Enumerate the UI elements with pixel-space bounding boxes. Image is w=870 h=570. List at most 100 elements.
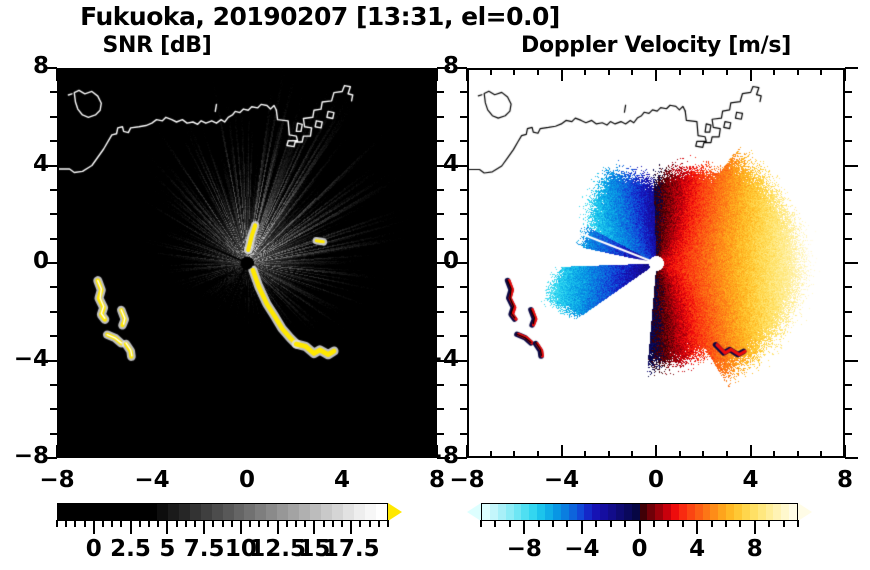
- colorbar-tick-label: 17.5: [322, 536, 380, 562]
- y-tick: [437, 115, 444, 118]
- y-tick: [845, 115, 852, 118]
- colorbar-tick: [350, 520, 353, 534]
- x-tick: [607, 451, 610, 458]
- colorbar-tick: [193, 520, 196, 527]
- y-tick: [50, 335, 57, 338]
- x-tick: [436, 445, 438, 458]
- y-tick: [845, 310, 852, 313]
- x-tick: [56, 445, 58, 458]
- colorbar-arrow-high: [798, 503, 812, 521]
- colorbar-tick: [508, 520, 511, 527]
- colorbar-segment: [639, 504, 648, 520]
- x-tick: [844, 68, 846, 81]
- x-tick: [246, 68, 248, 81]
- colorbar-tick: [212, 520, 215, 527]
- y-tick: [50, 310, 57, 313]
- colorbar-tick-label: 10: [224, 536, 257, 562]
- x-tick: [341, 445, 343, 458]
- colorbar-tick: [341, 520, 344, 527]
- colorbar-segment: [773, 504, 782, 520]
- x-tick: [820, 451, 823, 458]
- colorbar-tick-label: 0: [85, 536, 102, 562]
- snr-plot-panel[interactable]: [57, 68, 437, 458]
- colorbar-segment: [576, 504, 585, 520]
- colorbar-tick: [56, 520, 58, 527]
- x-tick: [388, 451, 391, 458]
- colorbar-segment: [310, 504, 322, 520]
- y-tick: [460, 432, 467, 435]
- x-tick: [364, 451, 367, 458]
- x-axis-label: −8: [39, 467, 75, 493]
- x-tick: [269, 68, 272, 75]
- colorbar-tick: [724, 520, 727, 527]
- colorbar-segment: [90, 504, 102, 520]
- x-tick: [678, 68, 681, 75]
- velocity-plot-panel[interactable]: [467, 68, 845, 458]
- colorbar-segment: [489, 504, 498, 520]
- x-tick: [269, 451, 272, 458]
- y-tick: [460, 91, 467, 94]
- y-tick: [50, 91, 57, 94]
- colorbar-tick: [267, 520, 270, 527]
- x-tick: [364, 68, 367, 75]
- colorbar-tick-label: 15: [298, 536, 331, 562]
- colorbar-segment: [678, 504, 687, 520]
- colorbar-tick-label: 8: [746, 536, 763, 562]
- colorbar-segment: [112, 504, 124, 520]
- colorbar-tick: [138, 520, 141, 527]
- x-tick: [655, 68, 657, 81]
- x-tick: [584, 451, 587, 458]
- colorbar-tick: [359, 520, 362, 527]
- x-tick: [725, 68, 728, 75]
- colorbar-segment: [288, 504, 300, 520]
- colorbar-tick: [552, 520, 555, 527]
- colorbar-segment: [189, 504, 201, 520]
- x-tick: [773, 451, 776, 458]
- colorbar-segment: [710, 504, 719, 520]
- velocity-colorbar[interactable]: −8 −4 0 4 8: [467, 503, 812, 562]
- y-tick: [845, 237, 852, 240]
- x-tick: [151, 445, 153, 458]
- colorbar-segment: [718, 504, 727, 520]
- colorbar-tick-label: −4: [564, 536, 600, 562]
- colorbar-segment: [529, 504, 538, 520]
- x-tick: [489, 68, 492, 75]
- y-tick: [437, 164, 450, 167]
- snr-colorbar[interactable]: 0 2.5 5 7.5 10 12.5 15 17.5: [56, 503, 402, 562]
- y-tick: [460, 188, 467, 191]
- y-tick: [50, 383, 57, 386]
- y-tick: [437, 335, 444, 338]
- colorbar-gradient: [57, 503, 388, 521]
- colorbar-tick: [147, 520, 150, 527]
- x-tick: [79, 68, 82, 75]
- y-tick: [845, 286, 852, 289]
- y-tick: [50, 188, 57, 191]
- y-tick: [50, 408, 57, 411]
- y-tick: [460, 310, 467, 313]
- colorbar-tick: [285, 520, 288, 527]
- y-tick: [437, 359, 450, 362]
- colorbar-segment: [497, 504, 506, 520]
- colorbar-segment: [734, 504, 742, 520]
- colorbar-segment: [277, 504, 289, 520]
- x-tick: [513, 68, 516, 75]
- colorbar-segment: [560, 504, 569, 520]
- colorbar-segment: [343, 504, 355, 520]
- colorbar-segment: [686, 504, 695, 520]
- y-tick: [845, 408, 852, 411]
- colorbar-segment: [299, 504, 311, 520]
- colorbar-segment: [354, 504, 366, 520]
- colorbar-tick: [83, 520, 86, 527]
- x-tick: [796, 68, 799, 75]
- x-tick: [79, 451, 82, 458]
- colorbar-tick: [313, 520, 316, 534]
- colorbar-tick: [111, 520, 114, 527]
- colorbar-segment: [647, 504, 656, 520]
- colorbar-segment: [592, 504, 601, 520]
- panel-title-velocity: Doppler Velocity [m/s]: [521, 33, 791, 58]
- y-axis-label: 4: [442, 150, 459, 177]
- x-tick: [584, 68, 587, 75]
- x-axis-label: −4: [134, 467, 170, 493]
- colorbar-segment: [631, 504, 640, 520]
- x-tick: [174, 68, 177, 75]
